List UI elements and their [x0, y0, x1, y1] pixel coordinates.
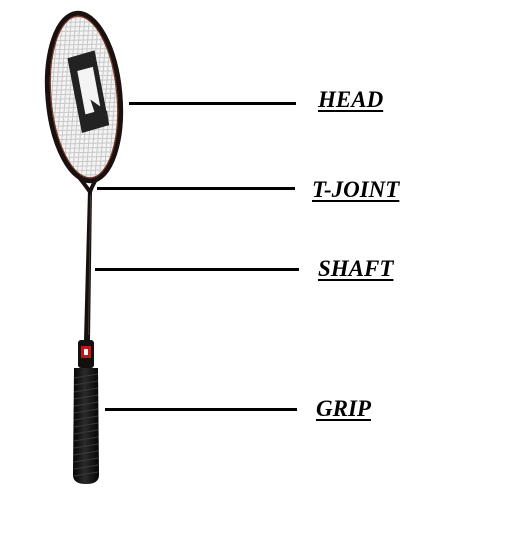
racket-head-frame [44, 10, 124, 184]
grip-label: GRIP [316, 396, 371, 421]
head-label: HEAD [318, 87, 384, 112]
shaft-label: SHAFT [318, 256, 394, 281]
grip-pointer-line [105, 408, 297, 411]
racket-grip [73, 368, 99, 484]
head-pointer-line [129, 102, 296, 105]
shaft-pointer-line [95, 268, 299, 271]
racket-shaft [84, 190, 92, 340]
t-joint-pointer-line [97, 187, 295, 190]
brand-logo-icon [67, 50, 110, 133]
racket-head-frame-accent [49, 15, 119, 179]
t-joint-label: T-JOINT [312, 177, 400, 202]
